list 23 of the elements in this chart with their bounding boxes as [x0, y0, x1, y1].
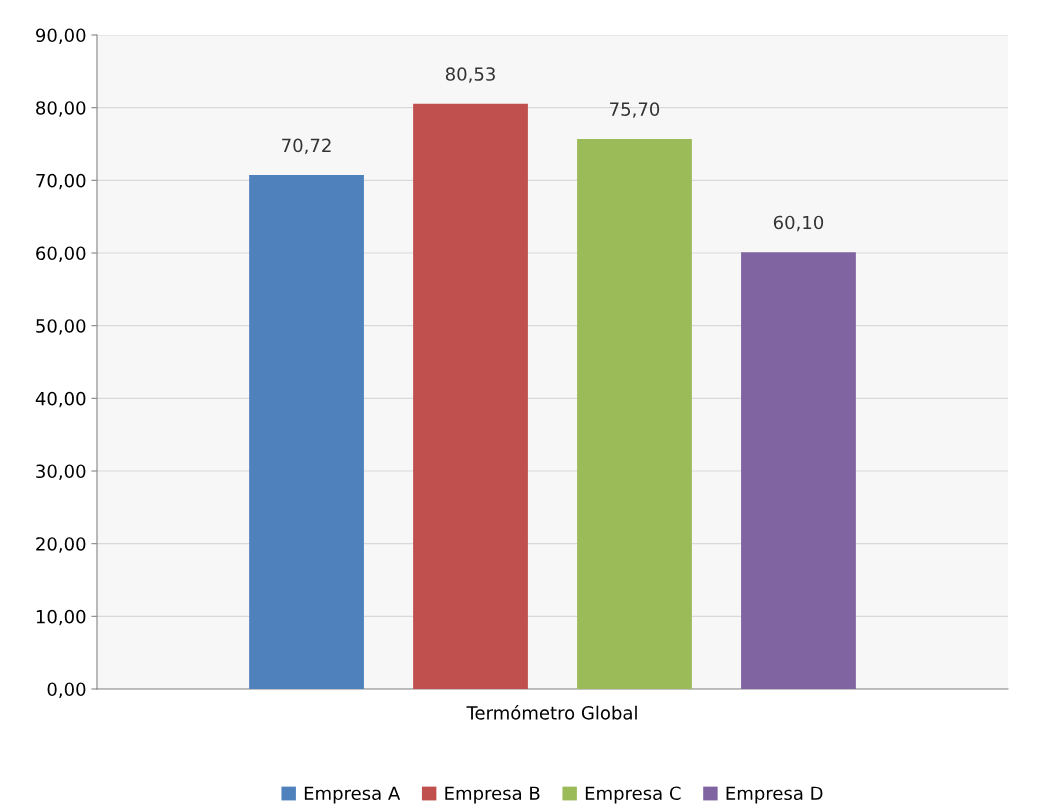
y-tick-label: 50,00 — [36, 319, 86, 335]
data-label: 70,72 — [282, 138, 331, 154]
data-label: 75,70 — [610, 102, 660, 118]
data-label: 60,10 — [773, 215, 824, 232]
y-tick-label: 30,00 — [36, 464, 86, 480]
bar — [413, 103, 528, 689]
legend-label: Empresa C — [585, 786, 681, 804]
y-tick-label: 20,00 — [36, 537, 86, 553]
y-tick-label: 0,00 — [47, 682, 86, 698]
y-tick-label: 90,00 — [36, 28, 86, 44]
legend-label: Empresa A — [304, 786, 401, 804]
y-tick-label: 10,00 — [36, 609, 86, 626]
legend-label: Empresa D — [726, 786, 823, 804]
y-tick-label: 70,00 — [36, 173, 86, 190]
x-tick-label: Termómetro Global — [466, 704, 637, 720]
y-tick-label: 80,00 — [36, 101, 86, 117]
bar — [577, 138, 692, 689]
y-tick-label: 40,00 — [35, 391, 86, 408]
data-label: 80,53 — [445, 67, 495, 83]
bar — [741, 252, 856, 689]
y-tick-label: 60,00 — [36, 246, 86, 262]
legend-label: Empresa B — [445, 786, 540, 804]
bar — [249, 175, 364, 689]
